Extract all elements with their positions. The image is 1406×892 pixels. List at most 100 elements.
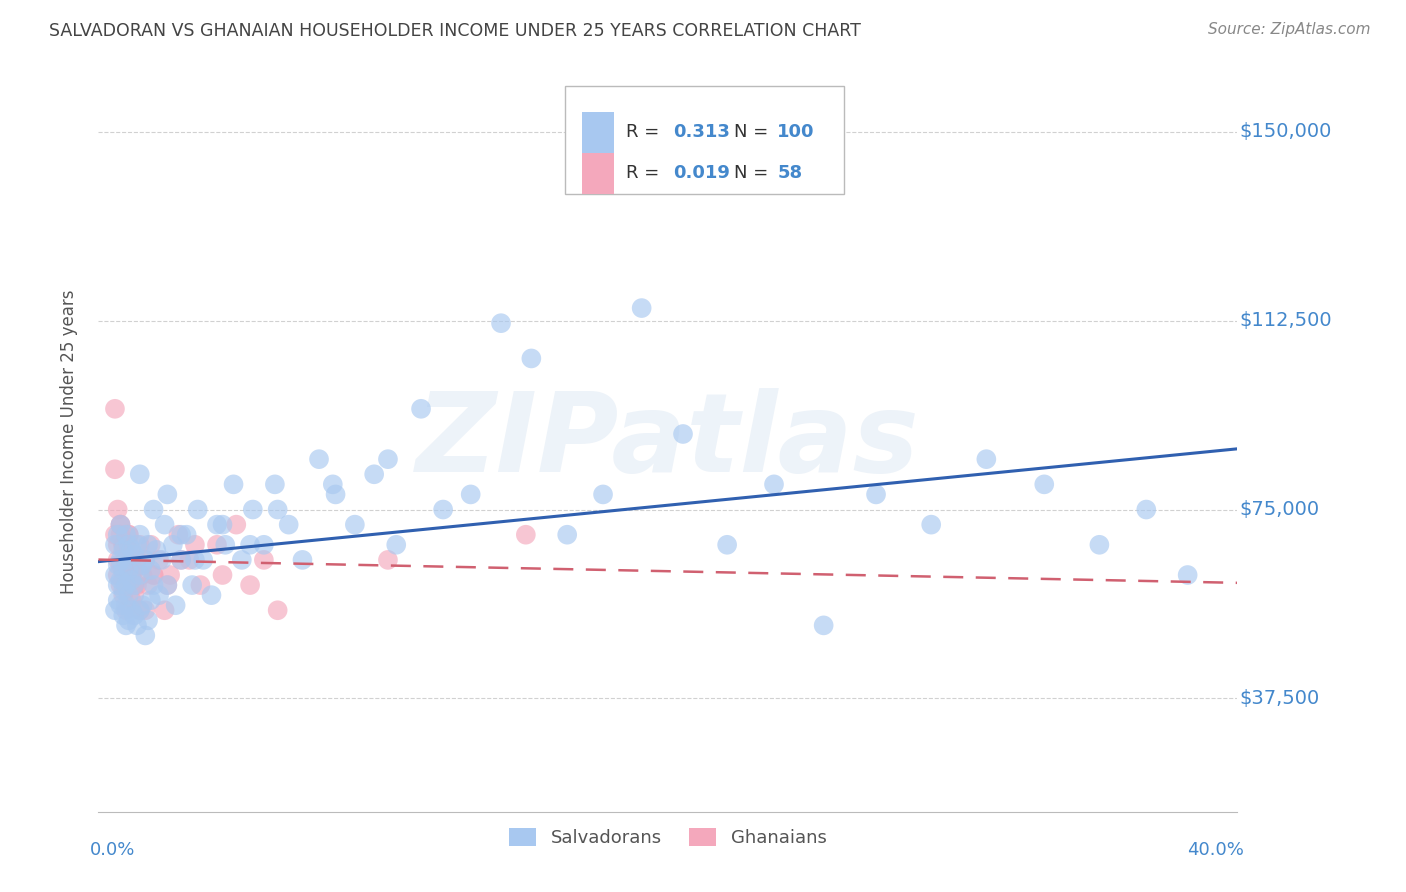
- Point: [156, 578, 179, 592]
- Point: [115, 527, 138, 541]
- Point: [136, 613, 159, 627]
- Point: [115, 538, 138, 552]
- Point: [107, 502, 129, 516]
- Point: [322, 477, 344, 491]
- Point: [112, 583, 135, 598]
- Point: [242, 502, 264, 516]
- Point: [142, 568, 165, 582]
- Point: [136, 538, 159, 552]
- Point: [107, 593, 129, 607]
- Point: [672, 427, 695, 442]
- Point: [122, 578, 145, 592]
- Point: [115, 578, 138, 592]
- Point: [110, 553, 132, 567]
- Point: [112, 542, 135, 557]
- Point: [134, 603, 156, 617]
- Point: [214, 538, 236, 552]
- Point: [121, 573, 143, 587]
- Point: [110, 578, 132, 592]
- Point: [110, 517, 132, 532]
- Text: $150,000: $150,000: [1240, 122, 1331, 141]
- Text: R =: R =: [626, 164, 665, 182]
- Text: $37,500: $37,500: [1240, 689, 1320, 708]
- Point: [489, 316, 512, 330]
- Point: [118, 553, 141, 567]
- Point: [118, 563, 141, 577]
- Point: [222, 477, 245, 491]
- Text: R =: R =: [626, 123, 665, 142]
- Point: [253, 553, 276, 567]
- Text: 100: 100: [778, 123, 814, 142]
- Point: [128, 467, 150, 482]
- Point: [142, 502, 165, 516]
- Point: [156, 487, 179, 501]
- Point: [515, 527, 537, 541]
- Point: [170, 553, 193, 567]
- Point: [1088, 538, 1111, 552]
- Point: [139, 538, 162, 552]
- Point: [343, 517, 366, 532]
- Point: [121, 563, 143, 577]
- Point: [115, 553, 138, 567]
- Point: [134, 553, 156, 567]
- Point: [325, 487, 347, 501]
- Point: [266, 502, 288, 516]
- Point: [118, 527, 141, 541]
- Text: 0.019: 0.019: [673, 164, 731, 182]
- Point: [110, 558, 132, 572]
- Point: [112, 608, 135, 623]
- Point: [128, 538, 150, 552]
- Point: [153, 517, 176, 532]
- Point: [976, 452, 998, 467]
- Y-axis label: Householder Income Under 25 years: Householder Income Under 25 years: [59, 289, 77, 594]
- Point: [181, 578, 204, 592]
- Point: [131, 558, 153, 572]
- Text: 0.0%: 0.0%: [90, 841, 135, 859]
- Point: [409, 401, 432, 416]
- Point: [104, 527, 127, 541]
- Point: [291, 553, 314, 567]
- Point: [104, 401, 127, 416]
- Point: [112, 568, 135, 582]
- Text: N =: N =: [734, 123, 773, 142]
- Point: [190, 578, 212, 592]
- Point: [716, 538, 738, 552]
- Point: [104, 603, 127, 617]
- Point: [107, 578, 129, 592]
- Point: [184, 553, 207, 567]
- Point: [266, 603, 288, 617]
- Point: [118, 613, 141, 627]
- Point: [121, 542, 143, 557]
- Point: [153, 603, 176, 617]
- Point: [148, 588, 170, 602]
- Point: [118, 538, 141, 552]
- Point: [110, 599, 132, 613]
- Point: [211, 517, 233, 532]
- Point: [193, 553, 215, 567]
- Point: [385, 538, 408, 552]
- Point: [277, 517, 299, 532]
- Point: [125, 538, 148, 552]
- Point: [1177, 568, 1199, 582]
- Point: [187, 502, 209, 516]
- Point: [110, 517, 132, 532]
- Point: [920, 517, 942, 532]
- Point: [592, 487, 614, 501]
- Point: [225, 517, 247, 532]
- Point: [112, 538, 135, 552]
- Point: [184, 538, 207, 552]
- Point: [128, 568, 150, 582]
- Point: [159, 568, 181, 582]
- Point: [142, 568, 165, 582]
- Point: [239, 578, 262, 592]
- Point: [115, 618, 138, 632]
- Point: [150, 553, 173, 567]
- Point: [170, 553, 193, 567]
- Point: [134, 553, 156, 567]
- Point: [104, 568, 127, 582]
- Point: [131, 568, 153, 582]
- Point: [110, 573, 132, 587]
- Point: [125, 618, 148, 632]
- Text: ZIPatlas: ZIPatlas: [416, 388, 920, 495]
- Point: [107, 538, 129, 552]
